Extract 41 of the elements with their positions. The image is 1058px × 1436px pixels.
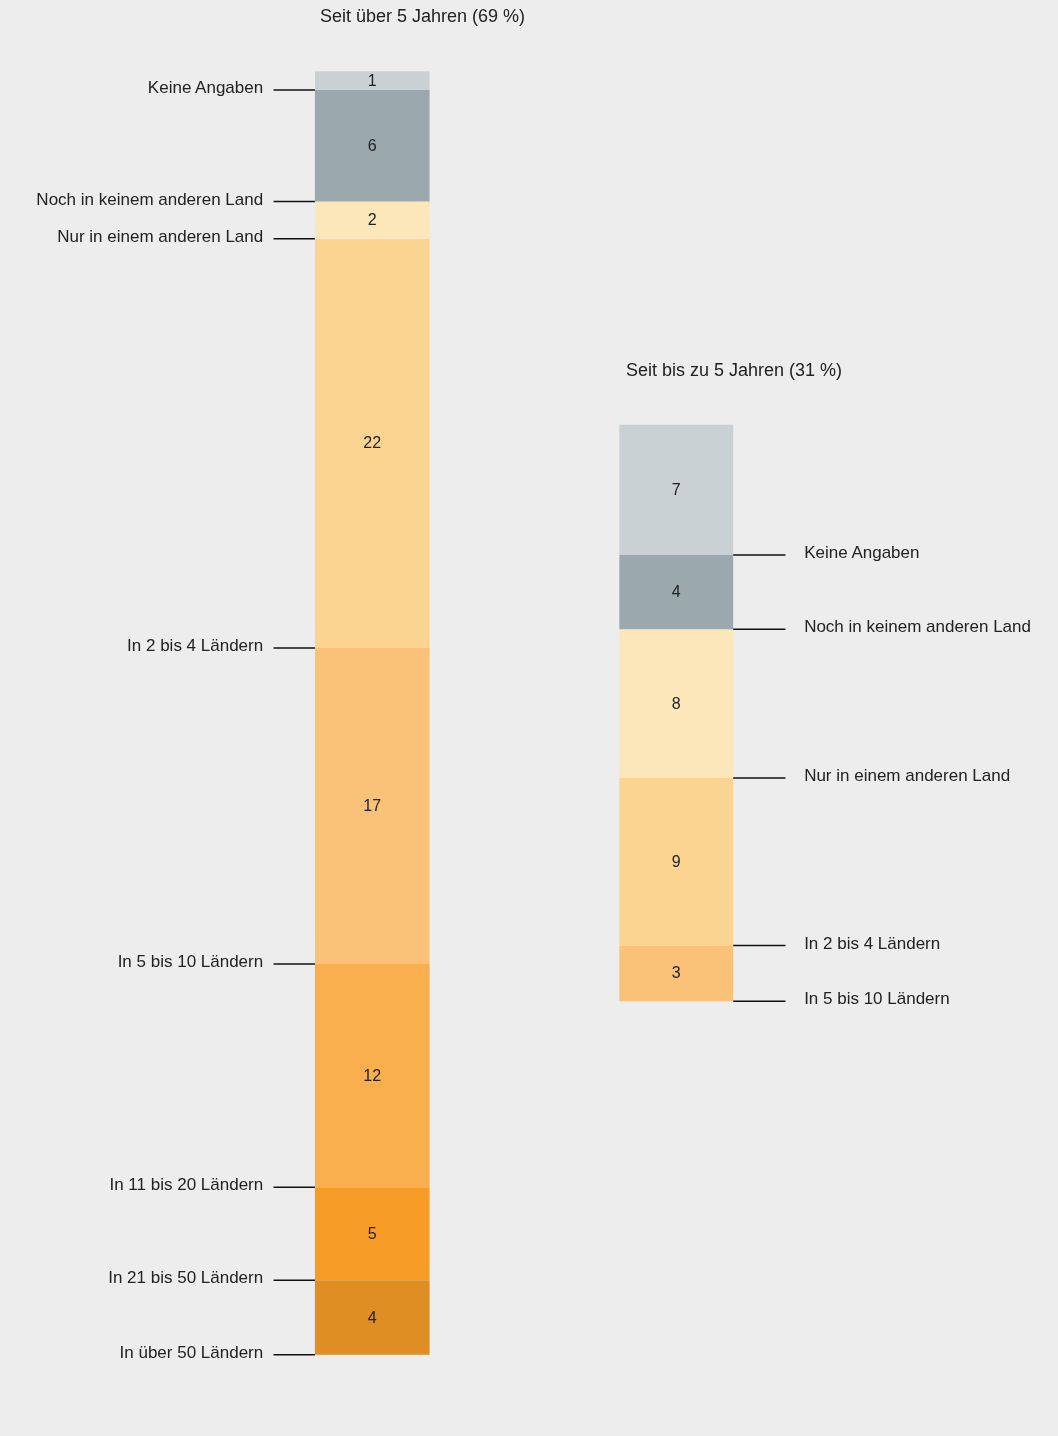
text: Nur in einem anderen Land: [57, 226, 264, 246]
data-label: 3: [671, 964, 681, 982]
data-label: 17: [363, 797, 382, 814]
text: In 5 bis 10 Ländern: [117, 952, 264, 972]
text: Noch in keinem anderen Land: [36, 189, 264, 209]
bar: [314, 1187, 430, 1281]
bar: [314, 647, 430, 965]
text: In 2 bis 4 Ländern: [804, 933, 941, 953]
data-label: 2: [367, 211, 377, 229]
text: In 21 bis 50 Ländern: [108, 1268, 264, 1288]
data-label: 4: [367, 1308, 377, 1326]
data-label: 22: [363, 434, 382, 452]
chart-title: Seit bis zu 5 Jahren (31 %): [626, 359, 843, 380]
text: In 11 bis 20 Ländern: [109, 1175, 264, 1195]
chart-title: Seit über 5 Jahren (69 %): [320, 6, 526, 27]
bar: [619, 778, 734, 946]
data-label: 8: [671, 694, 681, 712]
bar: [619, 554, 734, 630]
data-label: 12: [363, 1066, 382, 1084]
text: In über 50 Ländern: [119, 1342, 264, 1362]
data-label: 5: [367, 1224, 377, 1242]
text: Keine Angaben: [147, 77, 264, 97]
text: In 2 bis 4 Ländern: [127, 635, 264, 655]
bar: [314, 964, 430, 1188]
data-label: 4: [671, 583, 681, 601]
bar: [314, 238, 430, 648]
bar: [619, 629, 734, 779]
text: Nur in einem anderen Land: [804, 766, 1011, 786]
bar: [314, 201, 430, 239]
bar: [314, 89, 430, 202]
data-label: 1: [367, 71, 377, 89]
bar: [314, 1280, 430, 1355]
data-label: 7: [671, 480, 681, 498]
bar: [619, 945, 734, 1002]
data-label: 9: [671, 852, 681, 870]
text: Noch in keinem anderen Land: [804, 617, 1031, 637]
data-label: 6: [367, 136, 377, 154]
bar: [314, 71, 430, 90]
bar: [619, 424, 734, 555]
text: In 5 bis 10 Ländern: [804, 989, 950, 1009]
text: Keine Angaben: [804, 542, 920, 562]
